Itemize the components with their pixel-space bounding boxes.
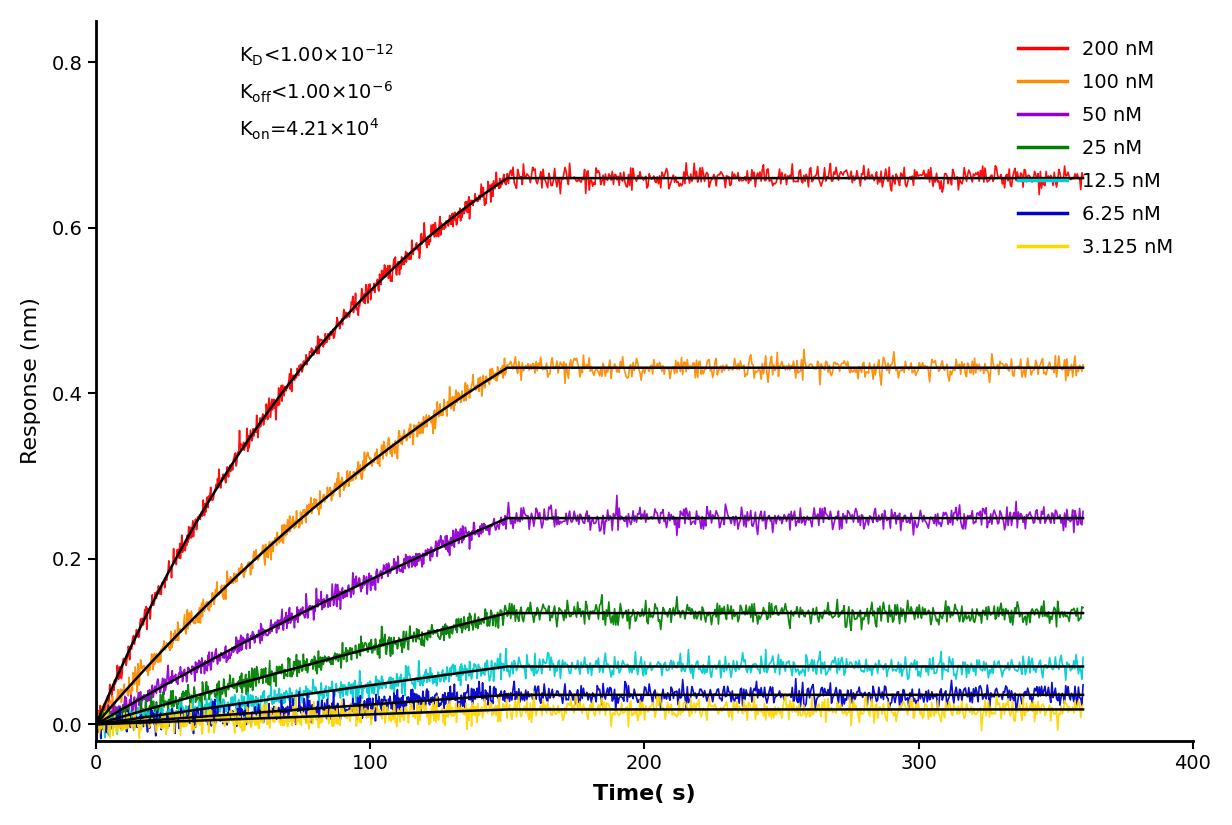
Text: $\mathrm{K_D}$<1.00×10$^{-12}$
$\mathrm{K_{off}}$<1.00×10$^{-6}$
$\mathrm{K_{on}: $\mathrm{K_D}$<1.00×10$^{-12}$ $\mathrm{… <box>239 42 393 142</box>
Legend: 200 nM, 100 nM, 50 nM, 25 nM, 12.5 nM, 6.25 nM, 3.125 nM: 200 nM, 100 nM, 50 nM, 25 nM, 12.5 nM, 6… <box>1008 31 1183 267</box>
X-axis label: Time( s): Time( s) <box>593 785 696 804</box>
Y-axis label: Response (nm): Response (nm) <box>21 297 41 464</box>
